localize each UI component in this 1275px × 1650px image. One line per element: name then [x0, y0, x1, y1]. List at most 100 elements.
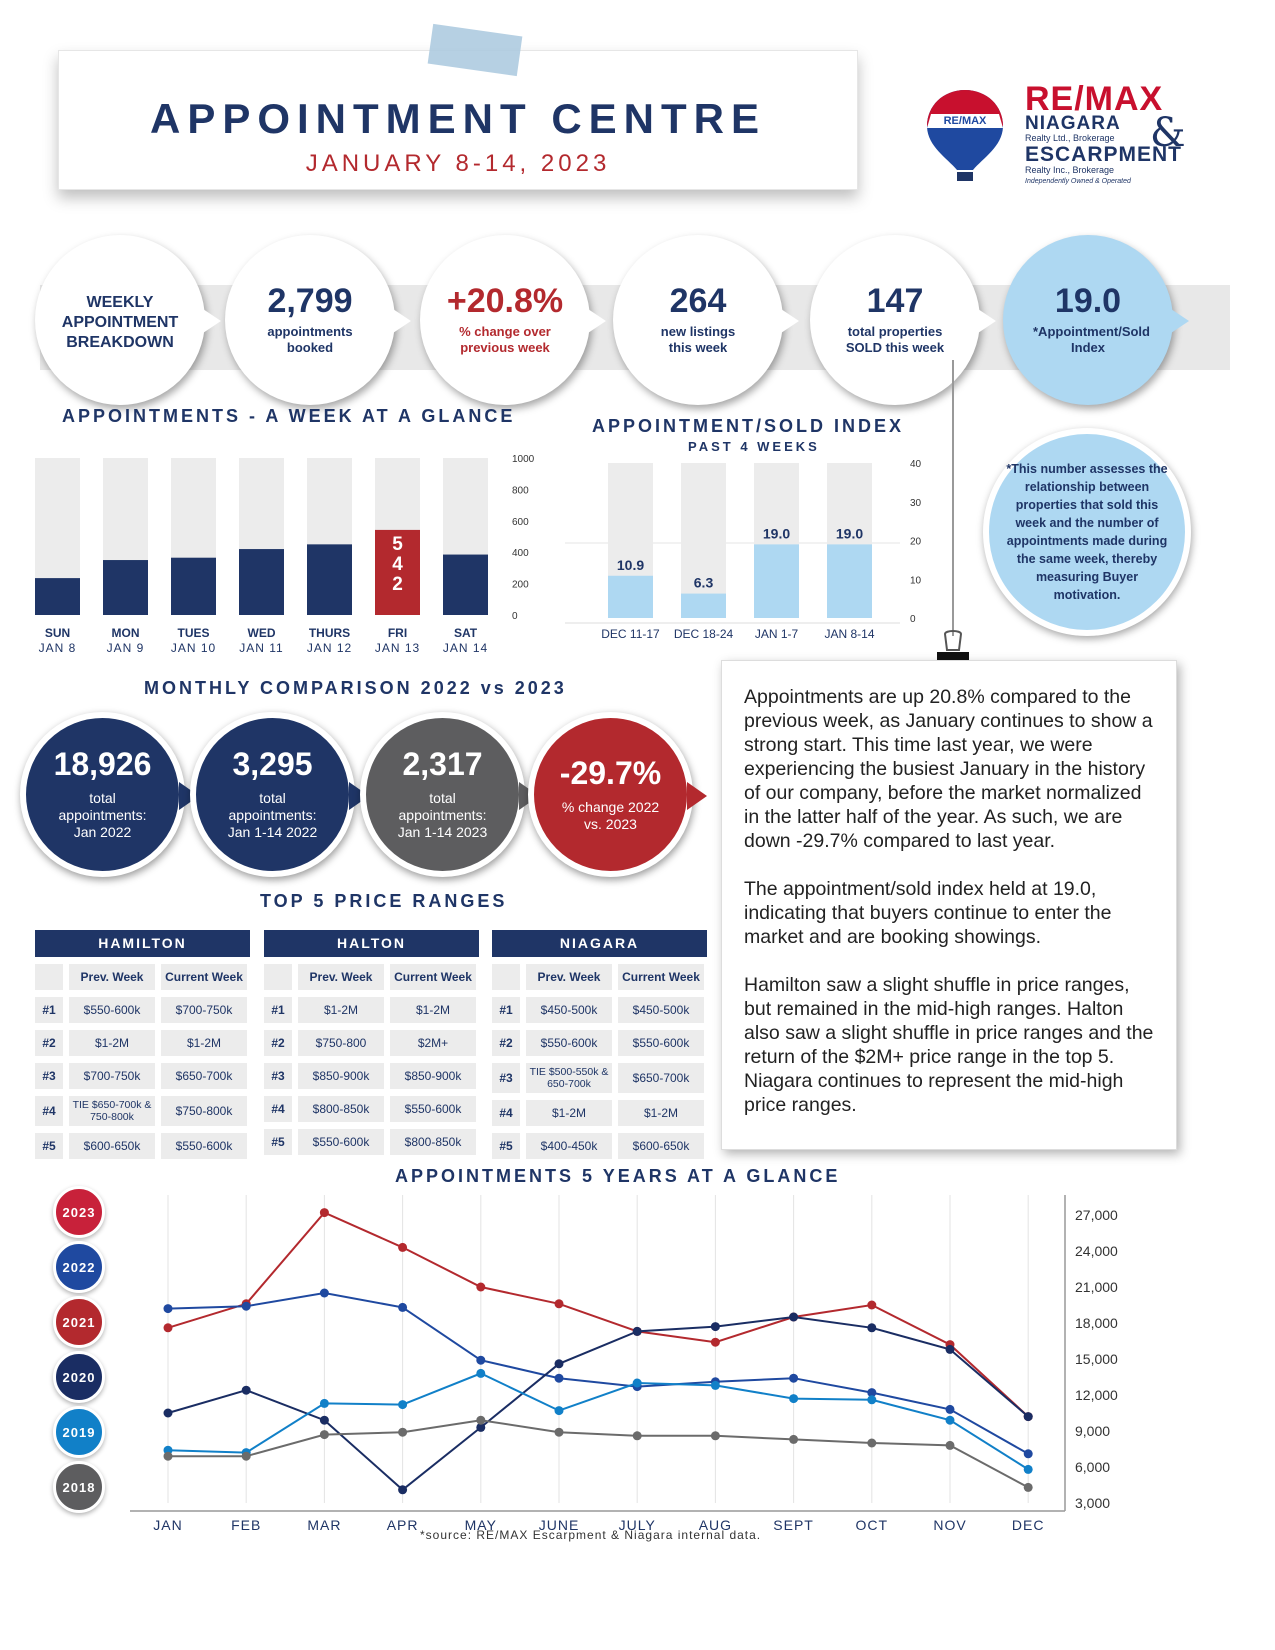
series-line-2019	[167, 1372, 1029, 1471]
legend-year-2019: 2019	[53, 1406, 105, 1458]
data-point	[789, 1312, 799, 1322]
table-row: #3 $700-750k $650-700k	[35, 1063, 250, 1089]
monthly-value: -29.7%	[559, 754, 662, 791]
data-point	[632, 1431, 642, 1441]
x-tick-date: JAN 12	[307, 641, 352, 655]
legend-year-2023: 2023	[53, 1186, 105, 1238]
y-tick-label: 12,000	[1075, 1387, 1118, 1403]
prev-week-cell: $750-800	[298, 1030, 384, 1056]
current-week-cell: $650-700k	[618, 1063, 704, 1093]
legend-year-2020: 2020	[53, 1351, 105, 1403]
monthly-value: 18,926	[53, 746, 152, 782]
rank-cell: #4	[264, 1096, 292, 1122]
data-point	[867, 1388, 877, 1398]
commentary-paragraph: The appointment/sold index held at 19.0,…	[744, 878, 1112, 948]
data-point	[867, 1300, 877, 1310]
rank-cell: #2	[264, 1030, 292, 1056]
monthly-circle-change: -29.7% % change 2022 vs. 2023	[528, 712, 707, 877]
stat-label: total properties SOLD this week	[845, 324, 945, 355]
balloon-logo-icon: RE/MAX	[927, 90, 1003, 181]
price-table-col-headers: Prev. Week Current Week	[35, 964, 250, 990]
col-prev-header: Prev. Week	[526, 964, 612, 990]
y-tick-label: 9,000	[1075, 1423, 1110, 1439]
data-point	[241, 1385, 251, 1395]
bar	[443, 554, 488, 615]
data-label: 6.3	[694, 575, 714, 591]
prev-week-cell: $700-750k	[69, 1063, 155, 1089]
y-tick-label: 600	[512, 517, 529, 528]
monthly-circle-2023: 2,317 total appointments: Jan 1-14 2023	[360, 712, 539, 877]
x-tick-label: DEC 18-24	[674, 627, 734, 641]
data-point	[554, 1359, 564, 1369]
x-tick-label: AUG	[699, 1517, 732, 1533]
price-ranges-title: TOP 5 PRICE RANGES	[260, 891, 508, 911]
stat-intro-label: WEEKLY APPOINTMENT BREAKDOWN	[61, 294, 179, 351]
price-table-hamilton: HAMILTON Prev. Week Current Week #1 $550-600…	[35, 930, 250, 1159]
stat-bubble-booked: 2,799 appointments booked	[225, 235, 411, 405]
data-point	[476, 1282, 486, 1292]
table-row: #1 $1-2M $1-2M	[264, 997, 479, 1023]
logo-niagara-sub: Realty Ltd., Brokerage	[1025, 133, 1115, 143]
prev-week-cell: $850-900k	[298, 1063, 384, 1089]
bar	[307, 544, 352, 615]
table-row: #5 $600-650k $550-600k	[35, 1133, 250, 1159]
data-label: 4	[392, 554, 403, 575]
monthly-title: MONTHLY COMPARISON 2022 vs 2023	[144, 678, 567, 698]
data-point	[398, 1485, 408, 1495]
data-label: 19.0	[763, 525, 790, 541]
data-point	[1023, 1482, 1033, 1492]
y-tick-label: 400	[512, 548, 529, 559]
data-point	[632, 1326, 642, 1336]
data-point	[554, 1373, 564, 1383]
table-row: #2 $750-800 $2M+	[264, 1030, 479, 1056]
col-prev-header: Prev. Week	[69, 964, 155, 990]
bar	[239, 549, 284, 615]
monthly-label: total appointments: Jan 1-14 2023	[397, 790, 488, 840]
data-point	[789, 1434, 799, 1444]
prev-week-cell: $400-450k	[526, 1133, 612, 1159]
x-tick-label: FEB	[231, 1517, 261, 1533]
x-tick-label: THURS	[309, 626, 350, 640]
rank-cell: #2	[35, 1030, 63, 1056]
stat-label: % change over previous week	[459, 324, 551, 355]
data-point	[789, 1394, 799, 1404]
data-point	[319, 1208, 329, 1218]
x-tick-label: JULY	[619, 1517, 656, 1533]
x-tick-label: JAN 1-7	[755, 627, 799, 641]
monthly-value: 2,317	[402, 746, 483, 782]
y-tick-label: 1000	[512, 454, 535, 465]
logo-niagara: NIAGARA	[1025, 113, 1121, 134]
x-tick-label: OCT	[856, 1517, 889, 1533]
stat-intro-bubble: WEEKLY APPOINTMENT BREAKDOWN	[35, 235, 221, 405]
table-row: #4 TIE $650-700k & 750-800k $750-800k	[35, 1096, 250, 1126]
prev-week-cell: TIE $500-550k & 650-700k	[526, 1063, 612, 1093]
data-point	[945, 1344, 955, 1354]
logo-amp: &	[1150, 110, 1186, 156]
data-point	[398, 1427, 408, 1437]
data-label: 10.9	[617, 557, 644, 573]
col-curr-header: Current Week	[618, 964, 704, 990]
rank-cell: #1	[264, 997, 292, 1023]
col-curr-header: Current Week	[161, 964, 247, 990]
data-point	[398, 1242, 408, 1252]
data-point	[710, 1322, 720, 1332]
y-tick-label: 40	[910, 459, 922, 470]
data-point	[710, 1380, 720, 1390]
stat-bubble-change: +20.8% % change over previous week	[420, 235, 606, 405]
series-line-2018	[168, 1419, 1029, 1489]
data-point	[241, 1301, 251, 1311]
table-row: #3 $850-900k $850-900k	[264, 1063, 479, 1089]
current-week-cell: $550-600k	[390, 1096, 476, 1122]
five-year-title: APPOINTMENTS 5 YEARS AT A GLANCE	[395, 1166, 841, 1186]
table-row: #5 $550-600k $800-850k	[264, 1129, 479, 1155]
monthly-circle-2022: 3,295 total appointments: Jan 1-14 2022	[190, 712, 369, 877]
balloon-text: RE/MAX	[944, 115, 987, 127]
y-tick-label: 0	[910, 614, 916, 625]
data-point	[241, 1451, 251, 1461]
col-curr-header: Current Week	[390, 964, 476, 990]
data-point	[867, 1395, 877, 1405]
data-point	[945, 1415, 955, 1425]
bar	[608, 575, 653, 618]
x-tick-label: NOV	[933, 1517, 966, 1533]
x-tick-date: JAN 9	[107, 641, 145, 655]
